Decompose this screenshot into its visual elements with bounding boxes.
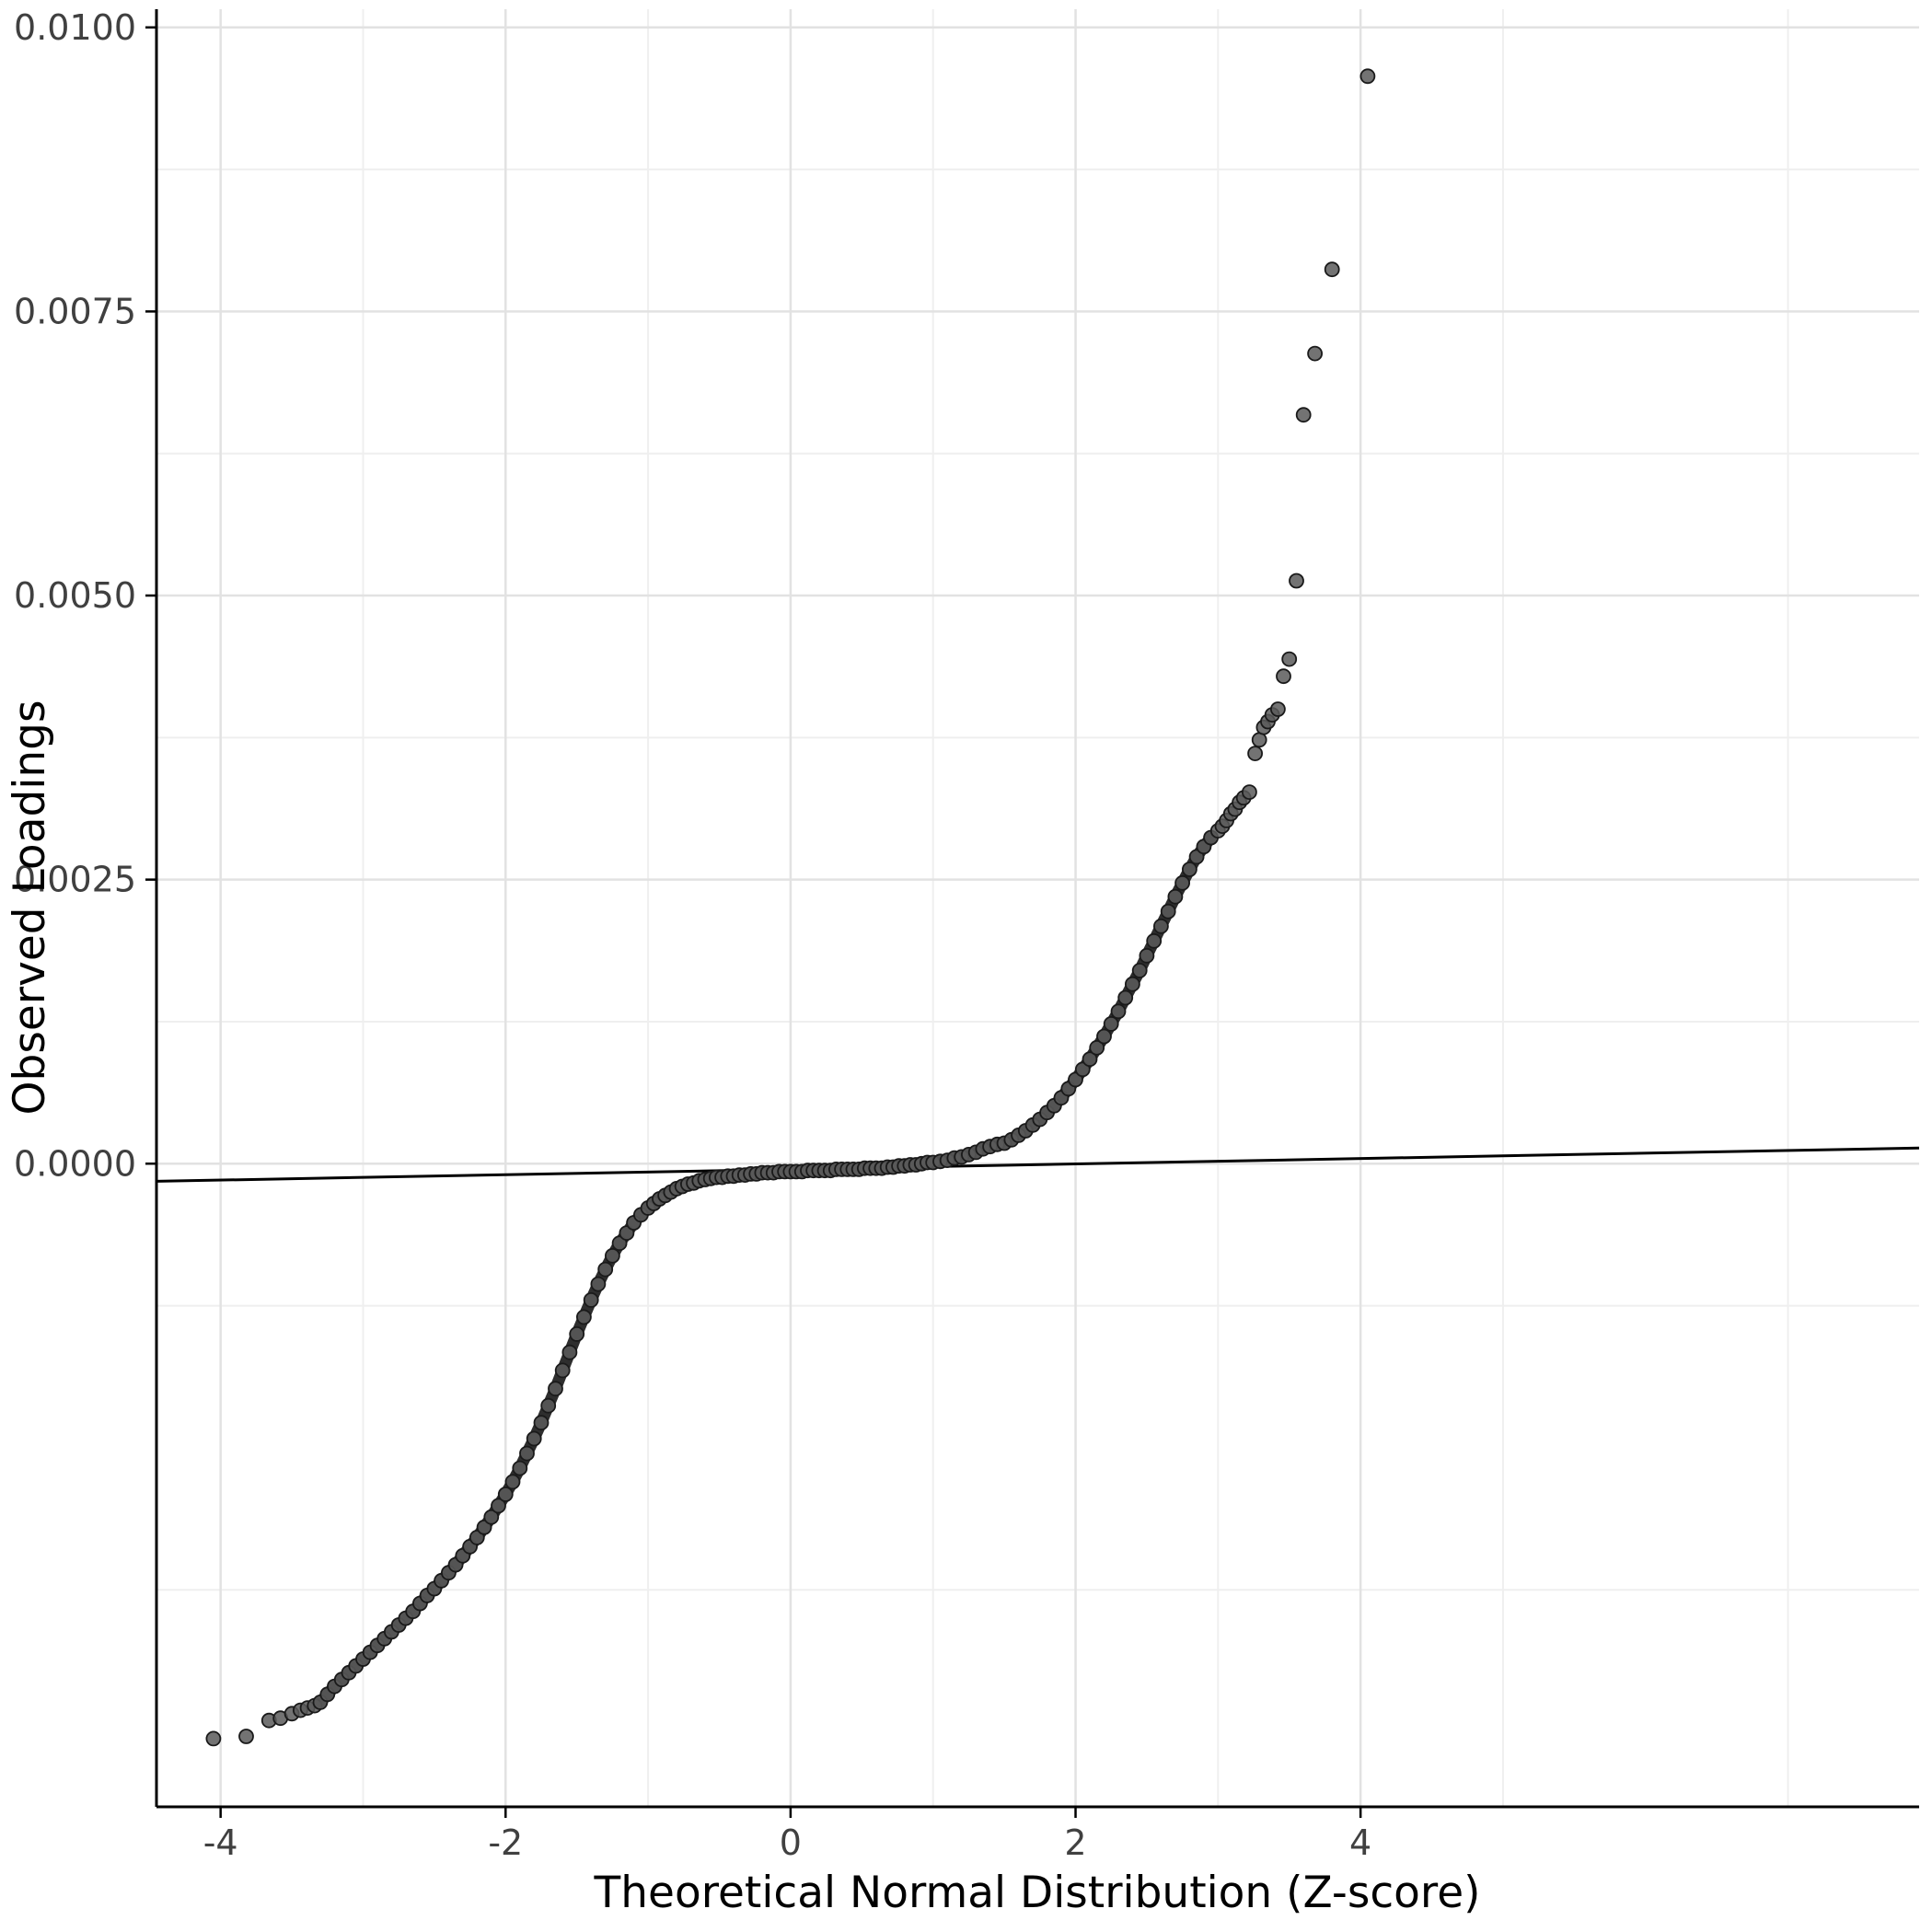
qq-point bbox=[483, 1509, 500, 1525]
qq-point bbox=[1242, 784, 1257, 800]
qq-point bbox=[605, 1247, 620, 1264]
qq-point bbox=[1307, 345, 1323, 362]
qq-point bbox=[1096, 1028, 1112, 1045]
x-tick-label: 0 bbox=[780, 1822, 802, 1863]
y-tick-label: 0.0050 bbox=[14, 575, 136, 616]
qq-point bbox=[1359, 68, 1376, 85]
qq-point bbox=[548, 1381, 563, 1397]
reference-line-group bbox=[156, 1146, 1920, 1183]
qq-point bbox=[1103, 1016, 1119, 1032]
qq-point bbox=[205, 1730, 222, 1747]
x-tick-label: -4 bbox=[203, 1822, 238, 1863]
y-tick-label: 0.0025 bbox=[14, 860, 136, 900]
qq-point bbox=[238, 1729, 254, 1744]
qq-point bbox=[491, 1498, 506, 1514]
qq-point bbox=[1276, 668, 1291, 685]
x-tick-label: 2 bbox=[1064, 1822, 1086, 1863]
qq-point bbox=[504, 1474, 521, 1490]
qq-point bbox=[497, 1487, 514, 1502]
qq-point bbox=[1146, 932, 1163, 949]
qq-point bbox=[1289, 573, 1304, 589]
tick-labels: -4 -2 0 2 4 0.0000 0.0025 0.0050 0.0075 0.0100 bbox=[14, 7, 1371, 1863]
qq-point bbox=[583, 1292, 599, 1308]
qq-point bbox=[526, 1430, 542, 1447]
qq-point bbox=[1281, 651, 1298, 667]
qq-point bbox=[540, 1397, 557, 1414]
x-tick-label: 4 bbox=[1349, 1822, 1371, 1863]
x-axis-title: Theoretical Normal Distribution (Z-score… bbox=[594, 1868, 1481, 1918]
qq-point bbox=[1160, 903, 1176, 920]
reference-line bbox=[156, 1146, 1920, 1183]
qq-point bbox=[1082, 1051, 1098, 1068]
qq-point bbox=[1167, 888, 1184, 905]
qq-point bbox=[1110, 1003, 1127, 1020]
qq-point bbox=[1174, 874, 1190, 891]
y-tick-label: 0.0000 bbox=[14, 1143, 136, 1184]
qq-point bbox=[512, 1460, 528, 1476]
qq-point bbox=[1247, 746, 1263, 761]
data-points bbox=[205, 68, 1376, 1747]
qq-point bbox=[1139, 947, 1155, 964]
qq-point bbox=[597, 1261, 614, 1278]
qq-point bbox=[561, 1344, 578, 1360]
qq-point bbox=[1182, 862, 1197, 877]
qq-point bbox=[519, 1445, 535, 1462]
qq-point bbox=[576, 1309, 592, 1325]
qq-point bbox=[569, 1326, 585, 1342]
qq-point bbox=[1295, 407, 1312, 423]
qq-point bbox=[1089, 1039, 1105, 1056]
qq-point bbox=[554, 1362, 571, 1379]
qq-point bbox=[1131, 963, 1148, 978]
qq-point bbox=[590, 1276, 607, 1292]
y-tick-label: 0.0100 bbox=[14, 7, 136, 48]
minor-gridlines bbox=[156, 9, 1919, 1807]
qq-point bbox=[533, 1415, 550, 1431]
y-tick-label: 0.0075 bbox=[14, 291, 136, 331]
qq-point bbox=[1270, 701, 1286, 717]
y-axis-title: Observed Loadings bbox=[5, 700, 55, 1116]
axes bbox=[145, 9, 1919, 1818]
qq-point bbox=[1117, 989, 1134, 1006]
qq-point bbox=[1153, 918, 1169, 934]
qq-point bbox=[1125, 976, 1140, 992]
x-tick-label: -2 bbox=[488, 1822, 523, 1863]
qq-point bbox=[1324, 261, 1340, 278]
